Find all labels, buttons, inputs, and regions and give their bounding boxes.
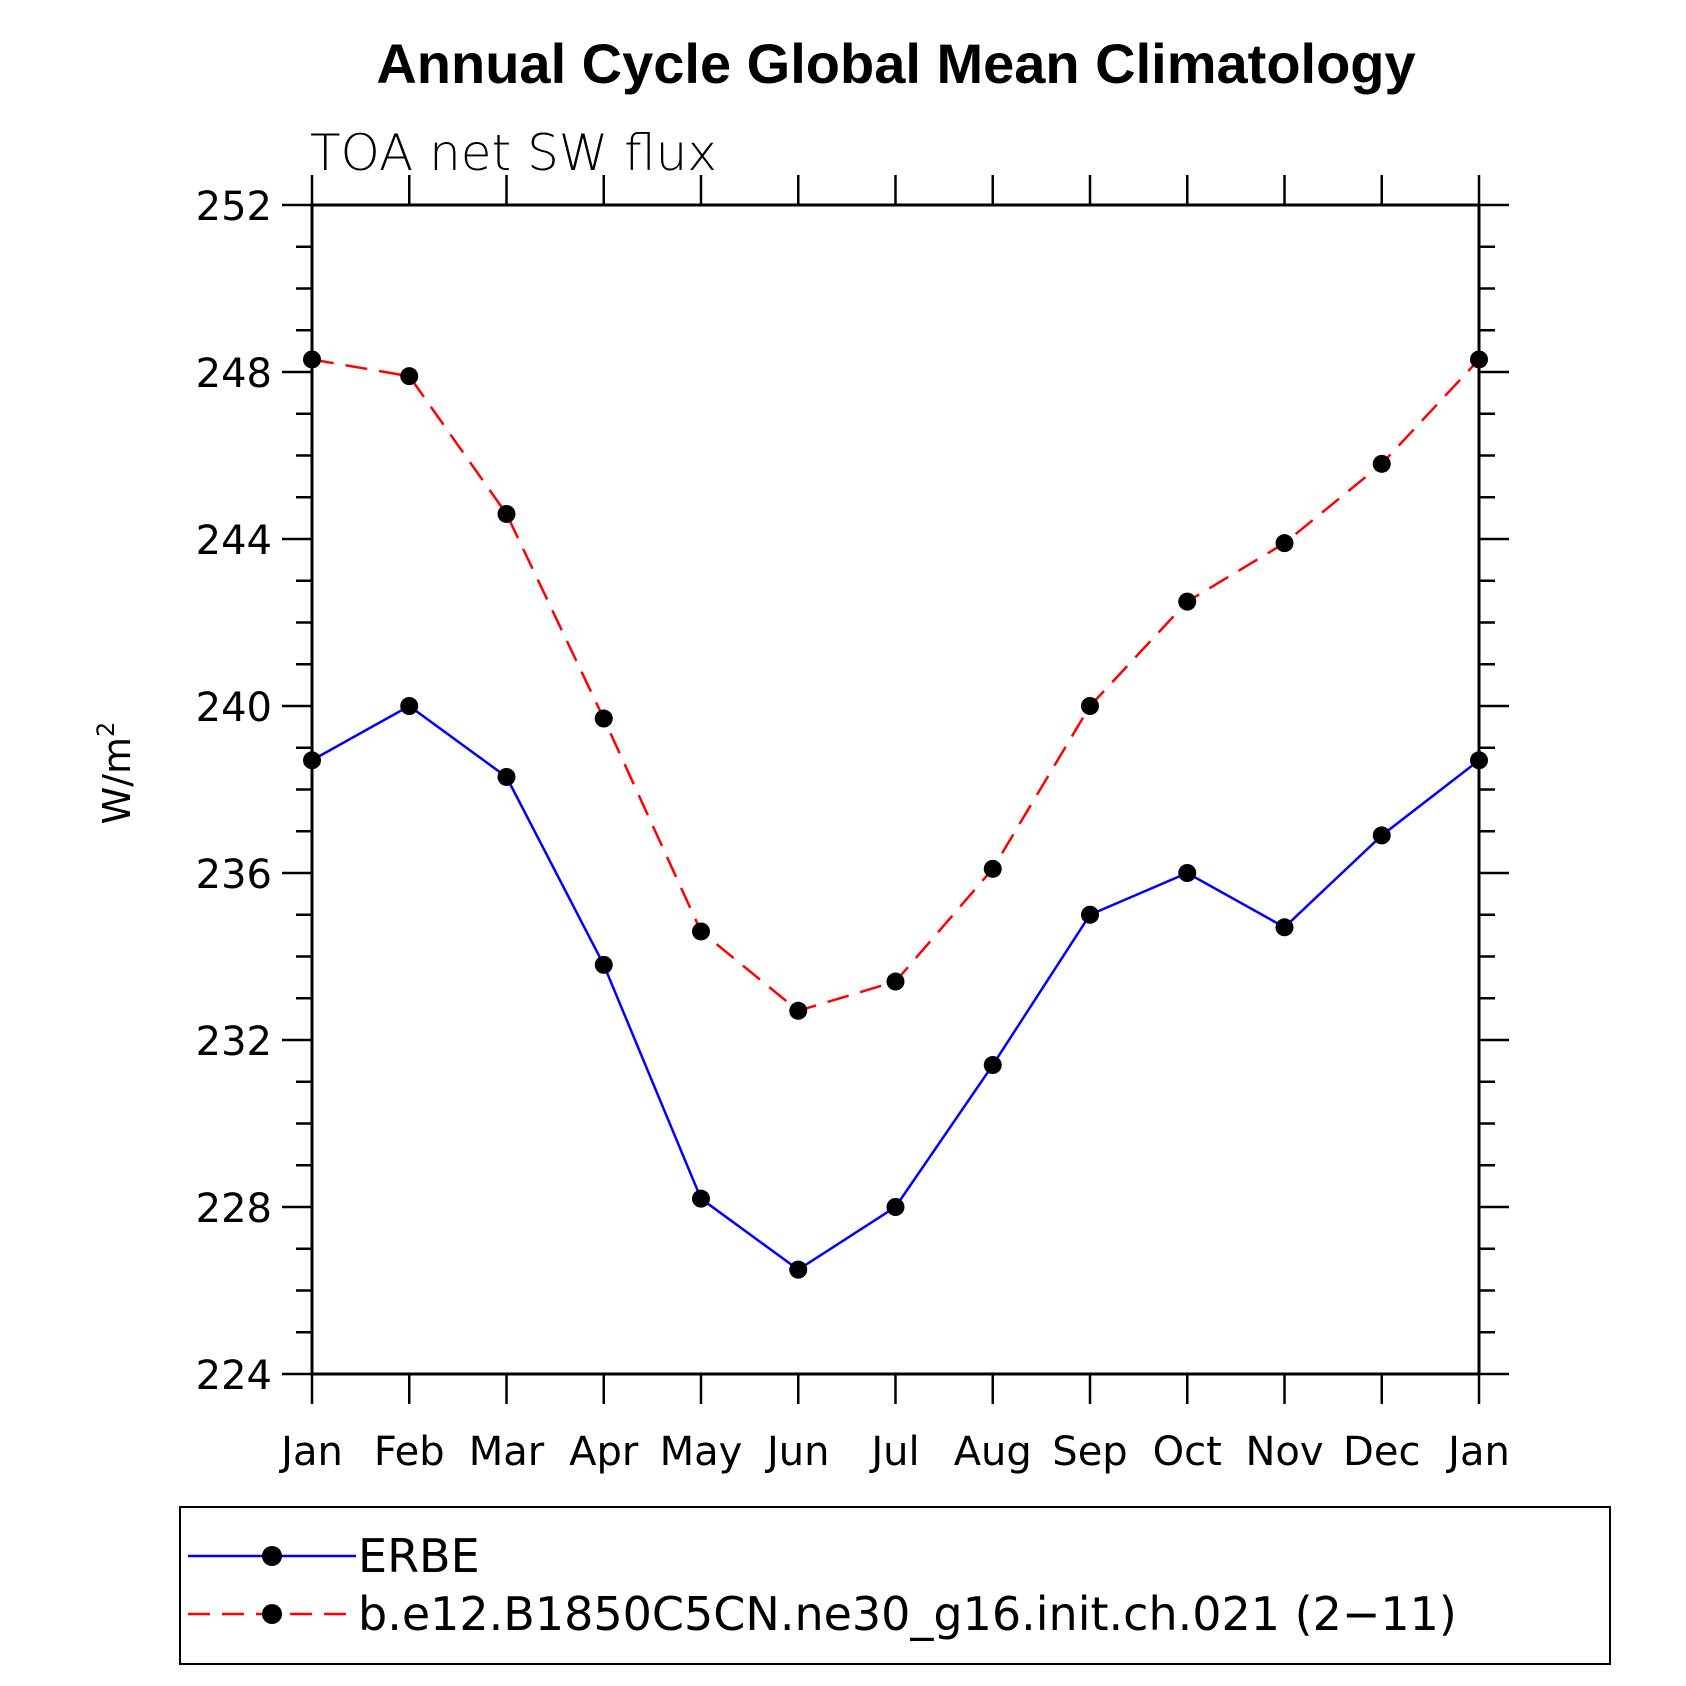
data-point — [1275, 918, 1294, 937]
data-point — [1178, 592, 1197, 611]
series-layer — [303, 350, 1488, 1279]
y-tick-label: 236 — [196, 852, 272, 898]
legend: ERBEb.e12.B1850C5CN.ne30_g16.init.ch.021… — [179, 1506, 1611, 1665]
data-point — [692, 1189, 710, 1208]
y-axis-label: W/m2 — [92, 722, 139, 825]
data-point — [983, 859, 1002, 878]
data-point — [1081, 697, 1099, 715]
data-point — [303, 350, 321, 369]
chart-subtitle: TOA net SW flux — [310, 124, 717, 182]
x-tick-label: May — [660, 1429, 743, 1475]
x-tick-label: Apr — [569, 1429, 639, 1475]
data-point — [1081, 905, 1099, 924]
legend-label: b.e12.B1850C5CN.ne30_g16.init.ch.021 (2−… — [358, 1587, 1457, 1641]
data-point — [594, 709, 613, 728]
series-2 — [303, 350, 1488, 1020]
y-tick-label: 248 — [196, 351, 272, 397]
y-tick-label: 252 — [196, 184, 272, 230]
plot-area: 224 228 232 236 240 244 248 252 Jan Feb Mar Apr May J… — [196, 175, 1510, 1475]
x-tick-label: Jun — [764, 1429, 830, 1475]
series-1 — [303, 697, 1488, 1279]
data-point — [497, 504, 516, 523]
y-axis-label-superscript: 2 — [92, 722, 120, 737]
data-point — [886, 972, 905, 991]
x-tick-label: Jan — [278, 1429, 343, 1475]
data-point — [594, 955, 613, 974]
data-point — [789, 1001, 808, 1020]
data-point — [303, 751, 321, 770]
data-point — [400, 697, 419, 715]
data-point — [886, 1198, 905, 1216]
data-point — [692, 922, 710, 941]
data-point — [983, 1056, 1002, 1075]
x-tick-label: Mar — [469, 1429, 545, 1475]
x-tick-label: Jan — [1445, 1429, 1510, 1475]
x-tick-label: Oct — [1153, 1429, 1222, 1475]
y-tick-label: 232 — [196, 1019, 272, 1065]
y-tick-label: 224 — [196, 1353, 272, 1399]
y-tick-label: 244 — [196, 518, 272, 564]
x-tick-label: Feb — [374, 1429, 445, 1475]
data-point — [1275, 534, 1294, 553]
y-axis-label-text: W/m — [95, 737, 139, 824]
chart-title: Annual Cycle Global Mean Climatology — [376, 32, 1415, 95]
y-tick-label: 240 — [196, 685, 272, 731]
series-line — [311, 358, 1480, 1013]
legend-label: ERBE — [358, 1529, 480, 1583]
data-point — [400, 367, 419, 386]
data-point — [1372, 454, 1391, 473]
data-point — [789, 1260, 808, 1279]
legend-box — [179, 1506, 1611, 1665]
data-point — [497, 767, 516, 786]
x-tick-label: Jul — [868, 1429, 919, 1475]
y-tick-label: 228 — [196, 1186, 272, 1232]
legend-marker — [262, 1546, 282, 1566]
data-point — [1372, 826, 1391, 845]
x-tick-label: Dec — [1343, 1429, 1420, 1475]
data-point — [1470, 350, 1488, 369]
x-tick-label: Aug — [954, 1429, 1032, 1475]
legend-marker — [262, 1604, 282, 1624]
x-tick-label: Sep — [1052, 1429, 1127, 1475]
data-point — [1178, 864, 1197, 882]
data-point — [1470, 751, 1488, 770]
x-tick-label: Nov — [1245, 1429, 1323, 1475]
